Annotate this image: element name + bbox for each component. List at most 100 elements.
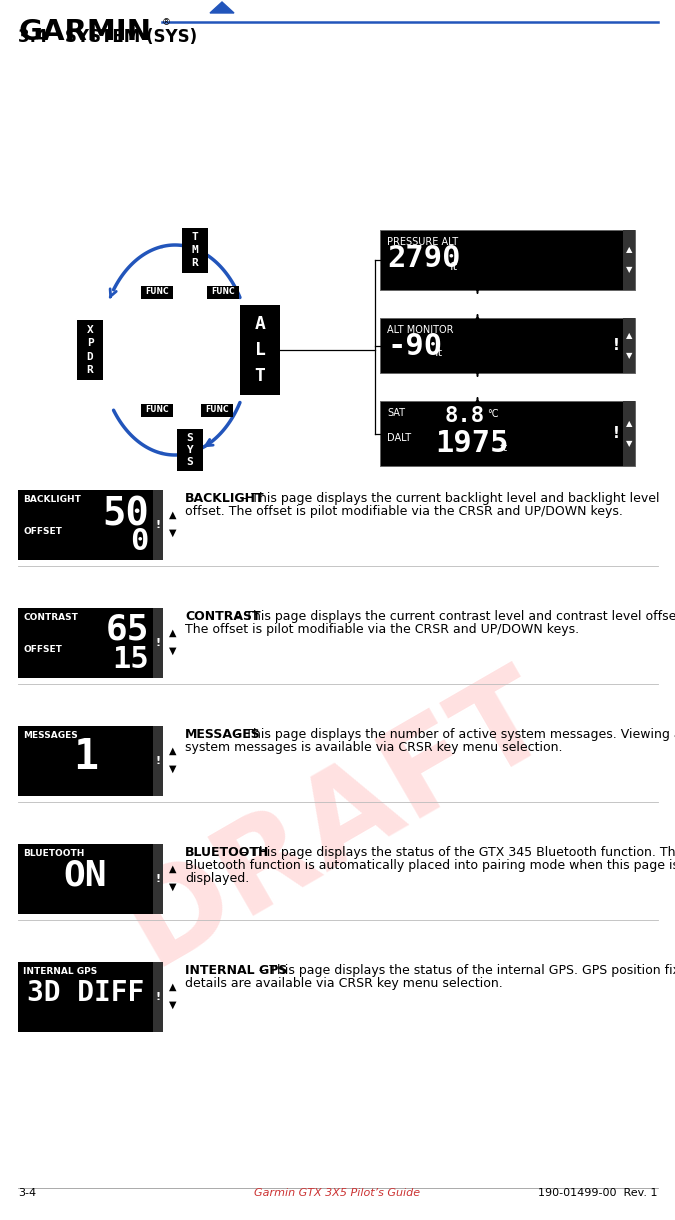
Text: 3-4: 3-4 <box>18 1188 36 1198</box>
Text: details are available via CRSR key menu selection.: details are available via CRSR key menu … <box>185 977 503 989</box>
Text: R: R <box>192 257 198 268</box>
Text: R: R <box>86 365 93 375</box>
FancyBboxPatch shape <box>380 231 635 290</box>
Text: GARMIN: GARMIN <box>18 18 151 46</box>
Text: 1975: 1975 <box>435 429 508 458</box>
Text: P: P <box>86 338 93 349</box>
Text: CONTRAST: CONTRAST <box>23 612 78 622</box>
Text: BLUETOOTH: BLUETOOTH <box>23 849 84 858</box>
Text: SAT: SAT <box>387 407 405 418</box>
FancyBboxPatch shape <box>623 318 635 373</box>
Text: offset. The offset is pilot modifiable via the CRSR and UP/DOWN keys.: offset. The offset is pilot modifiable v… <box>185 505 623 518</box>
Text: ▲: ▲ <box>169 628 177 638</box>
Text: 65: 65 <box>105 612 149 647</box>
Text: – This page displays the current backlight level and backlight level: – This page displays the current backlig… <box>241 492 659 505</box>
Text: FUNC: FUNC <box>211 288 235 296</box>
Text: !: ! <box>613 426 620 440</box>
Text: 3.4   SYSTEM (SYS): 3.4 SYSTEM (SYS) <box>18 28 197 46</box>
Text: ▼: ▼ <box>169 764 177 773</box>
Text: OFFSET: OFFSET <box>23 645 62 654</box>
Text: ON: ON <box>63 858 107 892</box>
Text: FUNC: FUNC <box>145 405 169 415</box>
Text: °C: °C <box>487 409 499 418</box>
Text: ▲: ▲ <box>169 982 177 992</box>
Text: D: D <box>86 351 93 361</box>
Text: FUNC: FUNC <box>145 288 169 296</box>
FancyBboxPatch shape <box>77 320 103 379</box>
Text: !: ! <box>155 874 161 884</box>
Text: !: ! <box>155 520 161 529</box>
Text: system messages is available via CRSR key menu selection.: system messages is available via CRSR ke… <box>185 741 562 754</box>
Text: – This page displays the number of active system messages. Viewing active: – This page displays the number of activ… <box>235 728 675 741</box>
Text: ▼: ▼ <box>169 882 177 892</box>
FancyBboxPatch shape <box>380 401 635 466</box>
Text: 2790: 2790 <box>387 244 460 273</box>
Text: T: T <box>254 367 265 384</box>
Text: !: ! <box>155 992 161 1002</box>
Text: INTERNAL GPS: INTERNAL GPS <box>185 964 288 977</box>
Text: ▼: ▼ <box>626 351 632 360</box>
Text: Bluetooth function is automatically placed into pairing mode when this page is: Bluetooth function is automatically plac… <box>185 859 675 872</box>
Text: MESSAGES: MESSAGES <box>23 731 78 741</box>
FancyBboxPatch shape <box>182 227 208 272</box>
FancyBboxPatch shape <box>153 490 163 560</box>
FancyBboxPatch shape <box>18 726 163 795</box>
FancyBboxPatch shape <box>141 404 173 416</box>
FancyBboxPatch shape <box>177 429 203 471</box>
FancyBboxPatch shape <box>380 318 635 373</box>
Text: ▲: ▲ <box>169 745 177 756</box>
Text: ▼: ▼ <box>626 266 632 274</box>
Text: ▲: ▲ <box>169 510 177 520</box>
Text: ▲: ▲ <box>626 331 632 340</box>
Text: displayed.: displayed. <box>185 872 249 884</box>
Text: CONTRAST: CONTRAST <box>185 610 261 623</box>
Text: BACKLIGHT: BACKLIGHT <box>185 492 265 505</box>
Text: M: M <box>192 245 198 255</box>
FancyBboxPatch shape <box>18 844 163 914</box>
Text: BACKLIGHT: BACKLIGHT <box>23 495 81 504</box>
Text: 50: 50 <box>102 495 149 533</box>
Text: ®: ® <box>162 18 171 27</box>
Text: – This page displays the current contrast level and contrast level offset.: – This page displays the current contras… <box>235 610 675 623</box>
Text: BLUETOOTH: BLUETOOTH <box>185 845 269 859</box>
FancyBboxPatch shape <box>153 963 163 1032</box>
Text: ▲: ▲ <box>626 245 632 255</box>
Text: OFFSET: OFFSET <box>23 527 62 536</box>
Text: S: S <box>186 458 193 467</box>
Text: S: S <box>186 433 193 443</box>
Text: ft: ft <box>450 262 458 272</box>
Text: ▼: ▼ <box>626 439 632 448</box>
Text: Garmin GTX 3X5 Pilot’s Guide: Garmin GTX 3X5 Pilot’s Guide <box>254 1188 420 1198</box>
Text: MESSAGES: MESSAGES <box>185 728 261 741</box>
Text: DRAFT: DRAFT <box>105 650 570 989</box>
FancyBboxPatch shape <box>153 608 163 678</box>
Polygon shape <box>210 2 234 13</box>
Text: INTERNAL GPS: INTERNAL GPS <box>23 967 97 976</box>
FancyBboxPatch shape <box>141 285 173 299</box>
Text: PRESSURE ALT: PRESSURE ALT <box>387 237 458 246</box>
Text: ▼: ▼ <box>169 528 177 538</box>
Text: 15: 15 <box>112 645 149 673</box>
Text: ALT MONITOR: ALT MONITOR <box>387 325 454 336</box>
Text: 8.8: 8.8 <box>445 406 485 426</box>
FancyBboxPatch shape <box>207 285 239 299</box>
Text: A: A <box>254 315 265 333</box>
Text: ▲: ▲ <box>626 418 632 428</box>
Text: X: X <box>86 325 93 336</box>
FancyBboxPatch shape <box>18 608 163 678</box>
Text: 1: 1 <box>73 736 98 778</box>
FancyBboxPatch shape <box>18 490 163 560</box>
Text: ft: ft <box>435 348 443 357</box>
FancyBboxPatch shape <box>18 963 163 1032</box>
Text: – This page displays the status of the GTX 345 Bluetooth function. The: – This page displays the status of the G… <box>241 845 675 859</box>
Text: ▼: ▼ <box>169 1000 177 1010</box>
Text: 3D DIFF: 3D DIFF <box>27 978 144 1006</box>
Text: !: ! <box>155 638 161 648</box>
Text: L: L <box>254 342 265 359</box>
Text: Y: Y <box>186 445 193 455</box>
FancyBboxPatch shape <box>623 231 635 290</box>
Text: – This page displays the status of the internal GPS. GPS position fix: – This page displays the status of the i… <box>259 964 675 977</box>
Text: 0: 0 <box>131 527 149 556</box>
Text: ▲: ▲ <box>169 864 177 874</box>
FancyBboxPatch shape <box>153 726 163 795</box>
